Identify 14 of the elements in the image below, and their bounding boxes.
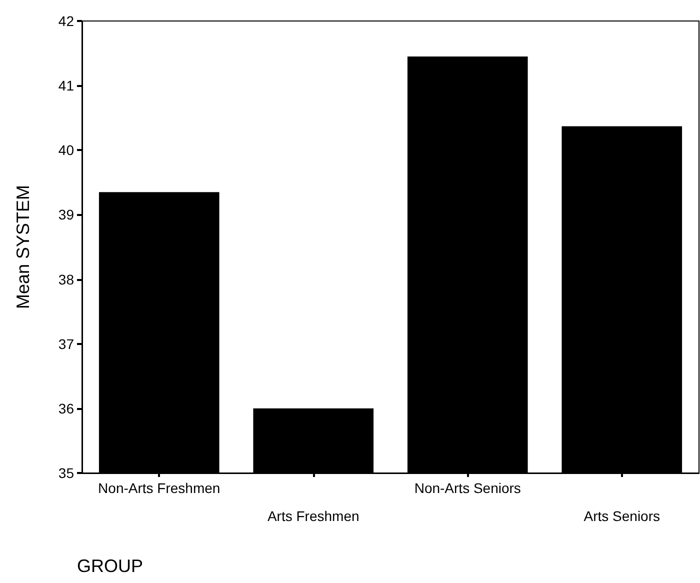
x-tick-label: Non-Arts Freshmen <box>98 480 220 496</box>
y-tick-label: 40 <box>58 142 74 158</box>
x-tick-label: Arts Seniors <box>584 508 660 524</box>
y-tick-label: 37 <box>58 336 74 352</box>
y-tick-label: 36 <box>58 400 74 416</box>
x-tick-label: Non-Arts Seniors <box>414 480 521 496</box>
x-tick-label: Arts Freshmen <box>267 508 360 524</box>
y-tick-label: 35 <box>58 465 74 481</box>
y-tick-label: 42 <box>58 13 74 29</box>
y-tick-label: 38 <box>58 271 74 288</box>
y-axis-title: Mean SYSTEM <box>13 184 33 310</box>
y-tick-label: 39 <box>58 206 74 223</box>
x-axis-title: GROUP <box>77 556 144 576</box>
y-tick-label: 41 <box>58 78 74 94</box>
